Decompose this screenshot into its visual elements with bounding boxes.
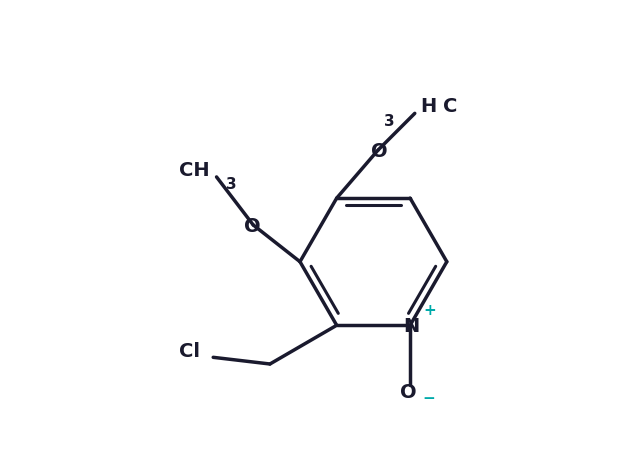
Text: +: + (424, 303, 436, 318)
Text: O: O (371, 142, 388, 161)
Text: O: O (401, 383, 417, 401)
Text: −: − (422, 391, 435, 406)
Text: N: N (403, 317, 420, 336)
Text: O: O (244, 217, 260, 236)
Text: 3: 3 (226, 178, 237, 192)
Text: H: H (420, 97, 436, 116)
Text: 3: 3 (384, 114, 395, 129)
Text: CH: CH (179, 161, 210, 180)
Text: Cl: Cl (179, 343, 200, 361)
Text: C: C (443, 97, 457, 116)
